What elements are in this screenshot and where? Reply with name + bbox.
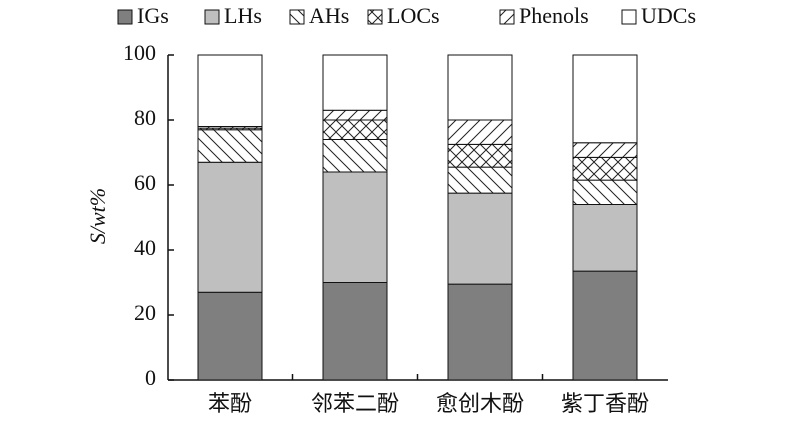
bar-segment xyxy=(197,291,263,381)
legend-swatch xyxy=(204,9,220,25)
y-tick-label: 0 xyxy=(145,365,156,390)
bar-segment xyxy=(447,192,513,285)
bar-segment xyxy=(447,166,513,194)
bar-segment xyxy=(572,204,638,272)
bar-segment xyxy=(322,171,388,283)
legend-label: Phenols xyxy=(519,3,589,28)
legend-swatch xyxy=(621,9,637,25)
bar-segment xyxy=(322,139,388,173)
bar-segment xyxy=(572,54,638,144)
x-tick-label: 苯酚 xyxy=(208,391,252,416)
legend-label: LHs xyxy=(224,3,262,28)
y-tick-label: 60 xyxy=(134,170,156,195)
bar-segment xyxy=(197,161,263,293)
y-axis-label: S/wt% xyxy=(85,188,110,244)
x-tick-label: 愈创木酚 xyxy=(436,391,524,416)
bar-segment xyxy=(447,143,513,168)
legend-label: UDCs xyxy=(641,3,696,28)
bar-segment xyxy=(572,179,638,205)
legend-swatch xyxy=(117,9,133,25)
x-tick-label: 邻苯二酚 xyxy=(311,391,399,416)
bar-segment xyxy=(322,282,388,381)
bar-segment xyxy=(322,109,388,121)
bar-segment xyxy=(572,142,638,158)
bar-segment xyxy=(447,119,513,145)
bar-segment xyxy=(447,283,513,381)
y-tick-label: 80 xyxy=(134,105,156,130)
legend-swatch xyxy=(499,9,515,25)
legend-label: AHs xyxy=(309,3,349,28)
legend-swatch xyxy=(289,9,305,25)
bar-segment xyxy=(572,270,638,381)
x-tick-label: 紫丁香酚 xyxy=(561,391,649,416)
bar-segment xyxy=(322,54,388,111)
bar-segment xyxy=(197,54,263,127)
bar-segment xyxy=(572,156,638,181)
legend-swatch xyxy=(367,9,383,25)
bar-segment xyxy=(322,119,388,140)
bar-segment xyxy=(197,129,263,163)
y-tick-label: 40 xyxy=(134,235,156,260)
bar-segment xyxy=(447,54,513,121)
y-tick-label: 100 xyxy=(123,40,156,65)
legend-label: IGs xyxy=(137,3,169,28)
legend-label: LOCs xyxy=(387,3,440,28)
y-tick-label: 20 xyxy=(134,300,156,325)
